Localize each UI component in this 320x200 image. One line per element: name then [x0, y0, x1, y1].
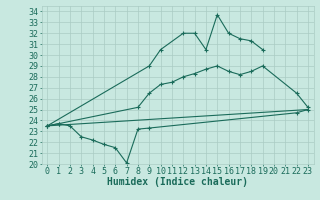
X-axis label: Humidex (Indice chaleur): Humidex (Indice chaleur) [107, 177, 248, 187]
